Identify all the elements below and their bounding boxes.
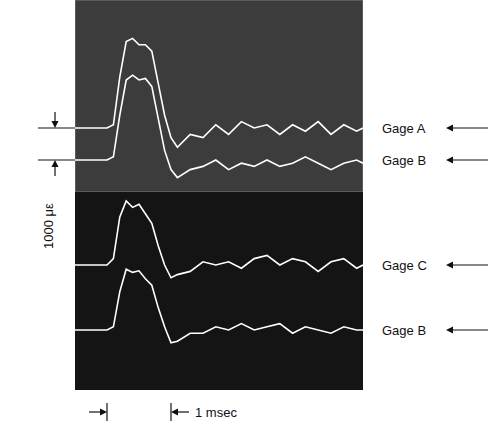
svg-text:Gage B: Gage B xyxy=(382,323,426,338)
svg-text:1000 με: 1000 με xyxy=(41,203,56,249)
svg-text:1 msec: 1 msec xyxy=(195,405,237,420)
svg-text:Gage C: Gage C xyxy=(382,258,427,273)
svg-text:Gage A: Gage A xyxy=(382,121,426,136)
svg-text:Gage B: Gage B xyxy=(382,153,426,168)
